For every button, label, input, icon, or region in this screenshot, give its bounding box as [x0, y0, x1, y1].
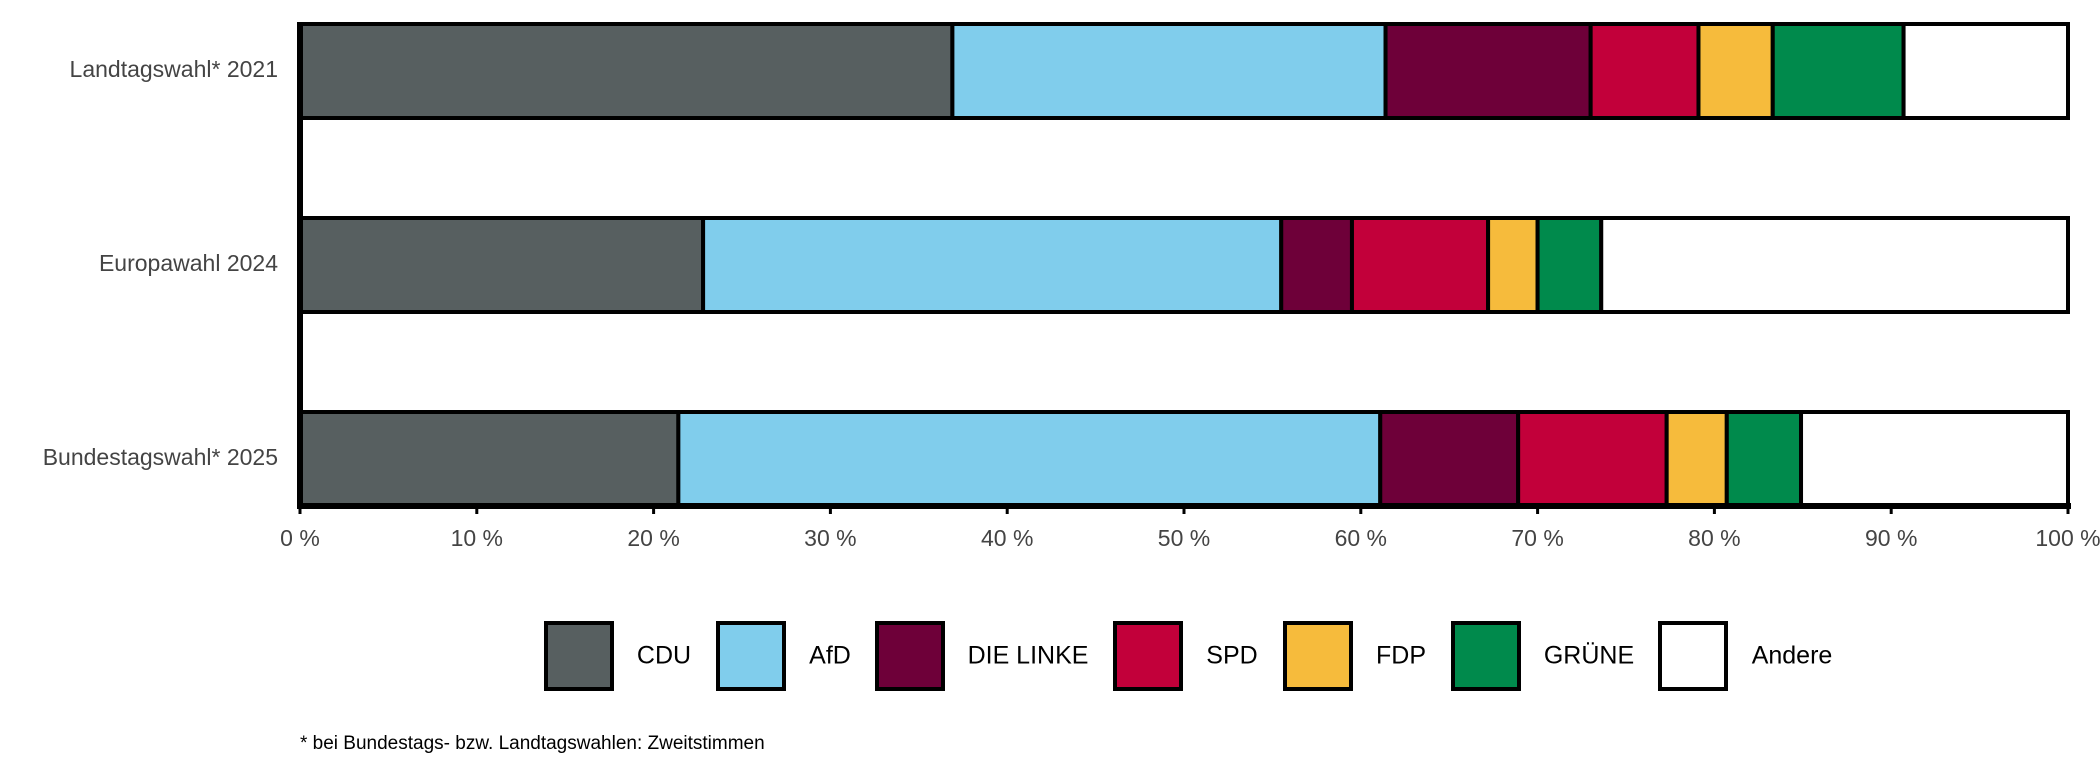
bar-segment [298, 410, 681, 508]
legend-swatch [1658, 621, 1728, 691]
legend-label: AfD [809, 642, 851, 670]
bar-segment [1486, 216, 1540, 314]
legend-swatch [1113, 621, 1183, 691]
x-tick-label: 90 % [1865, 525, 1917, 551]
legend-swatch [875, 621, 945, 691]
y-tick-label: Europawahl 2024 [99, 250, 278, 276]
bar-segment [701, 216, 1284, 314]
bar-segment [1349, 216, 1491, 314]
legend-label: CDU [637, 642, 691, 670]
x-tick-label: 0 % [280, 525, 320, 551]
legend-label: DIE LINKE [968, 642, 1089, 670]
x-tick-label: 80 % [1688, 525, 1740, 551]
bar-segment [1799, 410, 2070, 508]
bar-segment [1724, 410, 1804, 508]
bar-segment [1383, 22, 1593, 120]
legend-swatch [1283, 621, 1353, 691]
x-tick-label: 30 % [804, 525, 856, 551]
bar-segment [1770, 22, 1906, 120]
legend-label: Andere [1752, 642, 1833, 670]
legend-swatch [544, 621, 614, 691]
bar-segment [298, 216, 706, 314]
bar-segment [1279, 216, 1354, 314]
legend-label: FDP [1376, 642, 1426, 670]
y-tick-label: Landtagswahl* 2021 [70, 56, 278, 82]
legend-swatch [1451, 621, 1521, 691]
footnote: * bei Bundestags- bzw. Landtagswahlen: Z… [300, 733, 765, 754]
x-tick-label: 10 % [451, 525, 503, 551]
y-tick-label: Bundestagswahl* 2025 [43, 444, 278, 470]
x-tick-label: 50 % [1158, 525, 1210, 551]
bar-segment [1901, 22, 2071, 120]
bar-segment [1664, 410, 1729, 508]
legend-label: SPD [1206, 642, 1257, 670]
bar-segment [1696, 22, 1775, 120]
legend-swatch [716, 621, 786, 691]
bar-segment [1599, 216, 2071, 314]
x-tick-label: 70 % [1511, 525, 1563, 551]
x-tick-label: 60 % [1335, 525, 1387, 551]
bar-segment [298, 22, 955, 120]
bar-segment [1378, 410, 1521, 508]
x-tick-label: 20 % [627, 525, 679, 551]
bar-segment [950, 22, 1388, 120]
x-tick-label: 100 % [2035, 525, 2100, 551]
x-tick-label: 40 % [981, 525, 1033, 551]
legend-label: GRÜNE [1544, 642, 1634, 670]
bar-segment [1516, 410, 1669, 508]
bar-segment [1588, 22, 1701, 120]
bar-segment [1535, 216, 1604, 314]
bar-segment [676, 410, 1383, 508]
